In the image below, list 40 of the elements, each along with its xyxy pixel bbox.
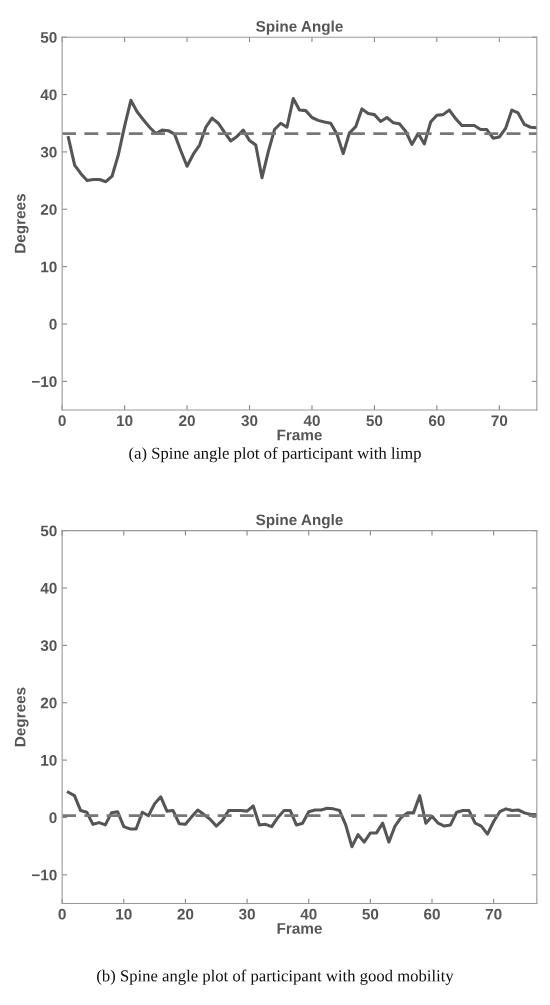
y-axis-title: Degrees <box>14 687 29 747</box>
y-tick-label: 50 <box>40 525 57 537</box>
y-tick-label: 20 <box>40 697 57 709</box>
y-tick-label: 30 <box>40 640 57 652</box>
x-tick-label: 60 <box>424 908 440 920</box>
y-tick-label: −10 <box>32 869 57 881</box>
line-series <box>66 790 537 849</box>
x-tick-label: 60 <box>428 415 445 427</box>
x-tick-label: 30 <box>238 908 255 920</box>
y-tick-label: 10 <box>41 261 57 273</box>
x-tick-label: 70 <box>485 908 502 920</box>
y-tick-label: 40 <box>40 582 57 594</box>
x-tick-label: 50 <box>366 415 383 427</box>
y-tick-label: 30 <box>40 146 57 158</box>
chart-title: Spine Angle <box>256 514 343 529</box>
x-axis-title: Frame <box>277 429 322 441</box>
x-tick-label: 30 <box>241 415 258 427</box>
x-tick-label: 10 <box>117 415 133 427</box>
y-tick-label: 10 <box>41 754 57 766</box>
x-tick-label: 40 <box>303 415 320 427</box>
x-tick-label: 50 <box>362 908 379 920</box>
line-series <box>66 97 537 184</box>
x-tick-label: 40 <box>300 908 317 920</box>
y-tick-label: 40 <box>40 89 57 101</box>
x-tick-label: 20 <box>179 415 195 427</box>
y-tick-label: 0 <box>49 318 57 330</box>
x-tick-label: 70 <box>491 415 508 427</box>
y-tick-label: 20 <box>40 204 57 215</box>
x-tick-label: 10 <box>116 908 132 920</box>
x-tick-label: 0 <box>58 908 66 920</box>
y-axis-title: Degrees <box>14 194 29 253</box>
y-tick-label: 50 <box>40 32 57 43</box>
chart-title: Spine Angle <box>256 20 343 35</box>
text: (b) Spine angle plot of participant with good mobility <box>97 969 454 985</box>
x-axis-title: Frame <box>277 923 322 934</box>
y-tick-label: −10 <box>32 376 57 388</box>
y-tick-label: 0 <box>49 812 57 824</box>
text: (a) Spine angle plot of participant with limp <box>129 446 421 463</box>
x-tick-label: 0 <box>58 415 66 427</box>
x-tick-label: 20 <box>177 908 194 920</box>
